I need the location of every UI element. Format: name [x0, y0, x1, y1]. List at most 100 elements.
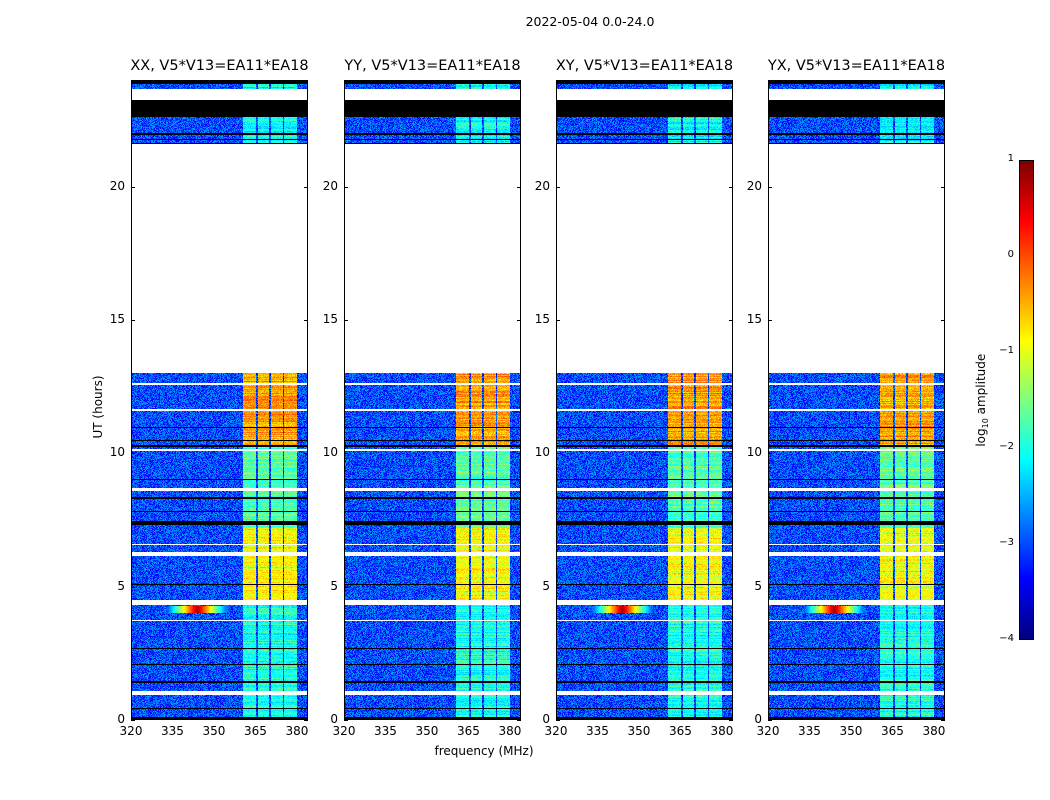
y-tick-label: 20 — [322, 178, 338, 193]
colorbar-tick-label: −2 — [999, 441, 1014, 452]
y-tick-mark — [941, 586, 945, 588]
y-tick-mark — [517, 720, 521, 721]
waterfall-panel: YX, V5*V13=EA11*EA18 0 5 10 15 20 320 335 350 365… — [747, 58, 946, 738]
y-tick-mark — [768, 586, 772, 588]
y-tick-mark — [517, 586, 521, 588]
y-tick-mark — [131, 453, 135, 455]
y-tick-mark — [556, 586, 560, 588]
y-tick-mark — [556, 186, 560, 188]
y-tick-mark — [131, 186, 135, 188]
panel-title: YY, V5*V13=EA11*EA18 — [344, 58, 521, 74]
y-tick-label: 15 — [109, 312, 125, 326]
y-tick-mark — [344, 586, 348, 588]
y-tick-mark — [344, 320, 348, 321]
y-tick-mark — [556, 720, 560, 721]
x-tick-label: 350 — [202, 724, 226, 738]
panel-title: XX, V5*V13=EA11*EA18 — [130, 58, 309, 74]
chart-title: 2022-05-04 0.0-24.0 — [525, 14, 655, 29]
y-tick-mark — [517, 453, 521, 455]
y-tick-label: 0 — [117, 712, 125, 726]
colorbar-tick-label: −3 — [999, 537, 1014, 548]
x-tick-label: 365 — [244, 724, 267, 738]
y-tick-label: 0 — [754, 712, 762, 726]
x-tick-label: 320 — [756, 724, 780, 738]
y-tick-label: 5 — [542, 578, 550, 593]
y-tick-label: 20 — [534, 178, 550, 193]
y-tick-label: 10 — [746, 445, 762, 460]
colorbar — [1019, 160, 1034, 640]
axes-frame — [131, 80, 308, 720]
heatmap-image — [768, 80, 945, 720]
x-tick-label: 335 — [374, 724, 397, 738]
x-tick-label: 320 — [119, 724, 143, 738]
x-tick-label: 365 — [457, 724, 480, 738]
y-tick-mark — [941, 720, 945, 721]
y-tick-mark — [344, 186, 348, 188]
y-tick-label: 5 — [117, 578, 125, 593]
x-tick-label: 335 — [161, 724, 184, 738]
x-tick-label: 350 — [627, 724, 651, 738]
y-tick-mark — [131, 720, 135, 721]
y-tick-mark — [768, 186, 772, 188]
y-tick-mark — [941, 453, 945, 455]
y-tick-mark — [304, 586, 308, 588]
y-tick-label: 0 — [542, 712, 550, 726]
y-tick-mark — [729, 186, 733, 188]
x-tick-label: 320 — [544, 724, 568, 738]
y-tick-mark — [131, 586, 135, 588]
axes-frame — [344, 80, 521, 720]
y-tick-mark — [768, 720, 772, 721]
x-tick-label: 335 — [798, 724, 821, 738]
y-tick-mark — [517, 186, 521, 188]
x-tick-label: 380 — [498, 724, 522, 738]
waterfall-panel: YY, V5*V13=EA11*EA18 0 5 10 15 20 320 335 350 365… — [323, 58, 522, 738]
waterfall-panel: XY, V5*V13=EA11*EA18 0 5 10 15 20 320 335 350 365… — [535, 58, 734, 738]
y-tick-mark — [304, 186, 308, 188]
x-axis-label: frequency (MHz) — [434, 744, 534, 758]
y-tick-label: 20 — [109, 178, 125, 193]
y-tick-label: 20 — [746, 178, 762, 193]
heatmap-image — [344, 80, 521, 720]
y-tick-mark — [729, 586, 733, 588]
colorbar-tick-label: 1 — [1007, 153, 1014, 164]
x-tick-label: 365 — [881, 724, 904, 738]
y-tick-label: 15 — [746, 312, 762, 326]
y-tick-label: 15 — [322, 312, 338, 326]
y-tick-mark — [941, 186, 945, 188]
x-tick-label: 320 — [332, 724, 356, 738]
x-tick-label: 365 — [669, 724, 692, 738]
axes-frame — [556, 80, 733, 720]
colorbar-tick-label: 0 — [1007, 249, 1014, 260]
y-tick-mark — [304, 720, 308, 721]
panel-title: XY, V5*V13=EA11*EA18 — [555, 58, 734, 74]
y-tick-mark — [768, 453, 772, 455]
y-tick-label: 10 — [534, 445, 550, 460]
y-tick-label: 15 — [534, 312, 550, 326]
y-tick-mark — [556, 320, 560, 321]
y-tick-label: 5 — [754, 578, 762, 593]
y-tick-label: 5 — [330, 578, 338, 593]
y-tick-mark — [941, 320, 945, 321]
x-tick-label: 350 — [839, 724, 863, 738]
y-tick-mark — [304, 453, 308, 455]
x-tick-label: 380 — [922, 724, 946, 738]
y-tick-mark — [344, 453, 348, 455]
colorbar-label: log10 amplitude — [973, 353, 991, 447]
y-tick-mark — [344, 720, 348, 721]
y-axis-label: UT (hours) — [91, 375, 105, 439]
x-tick-label: 350 — [415, 724, 439, 738]
y-tick-label: 10 — [322, 445, 338, 460]
y-tick-mark — [729, 453, 733, 455]
colorbar-tick-label: −1 — [999, 345, 1014, 356]
y-tick-label: 10 — [109, 445, 125, 460]
x-tick-label: 335 — [586, 724, 609, 738]
y-tick-mark — [729, 720, 733, 721]
x-tick-label: 380 — [285, 724, 309, 738]
y-tick-mark — [304, 320, 308, 321]
y-tick-mark — [517, 320, 521, 321]
y-tick-mark — [768, 320, 772, 321]
axes-frame — [768, 80, 945, 720]
y-tick-mark — [556, 453, 560, 455]
x-tick-label: 380 — [710, 724, 734, 738]
